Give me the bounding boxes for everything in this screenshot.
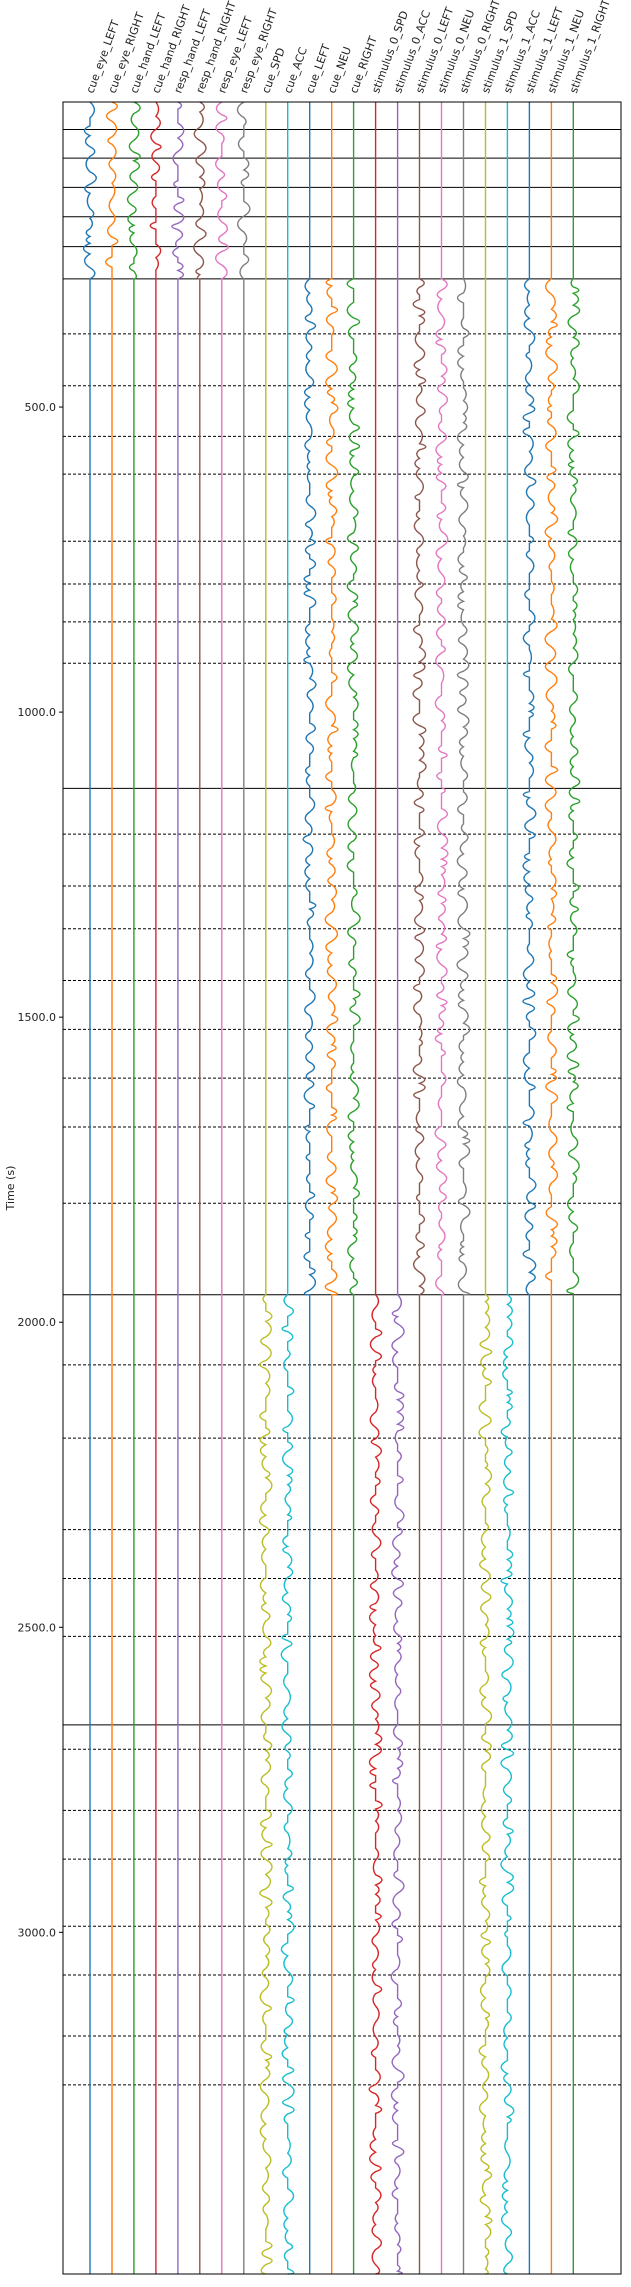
series-line-stimulus-0-spd (368, 102, 383, 2275)
series-line-cue-hand-left (126, 101, 141, 2274)
series-line-stimulus-0-right (456, 102, 471, 2274)
series-line-cue-eye-left (82, 101, 97, 2274)
series-lines (82, 101, 581, 2275)
series-line-stimulus-0-neu (434, 102, 449, 2274)
y-tick-label-5: 3000.0 (18, 1926, 57, 1939)
series-line-cue-acc (280, 102, 295, 2275)
series-line-resp-eye-left (214, 101, 229, 2274)
axes (62, 101, 622, 2275)
series-line-cue-hand-right (149, 101, 162, 2274)
y-tick-label-3: 2000.0 (18, 1316, 57, 1329)
series-labels: cue_eye_LEFTcue_eye_RIGHTcue_hand_LEFTcu… (84, 0, 613, 95)
series-line-stimulus-0-left (412, 102, 427, 2274)
y-tick-label-4: 2500.0 (18, 1621, 57, 1634)
series-line-stimulus-1-left (522, 102, 537, 2274)
series-line-stimulus-1-neu (544, 102, 559, 2274)
series-line-cue-eye-right (105, 101, 119, 2274)
series-line-resp-hand-left (171, 101, 185, 2274)
trial-boundaries (63, 101, 621, 2086)
series-line-stimulus-0-acc (390, 102, 405, 2275)
y-tick-label-0: 500.0 (25, 401, 57, 414)
y-axis-ticks: 500.0 1000.0 1500.0 2000.0 2500.0 3000.0 (18, 401, 63, 1939)
y-tick-label-2: 1500.0 (18, 1011, 57, 1024)
y-tick-label-1: 1000.0 (18, 706, 57, 719)
series-line-stimulus-1-acc (500, 102, 515, 2275)
series-line-stimulus-1-spd (478, 102, 493, 2275)
series-line-stimulus-1-right (566, 102, 581, 2274)
plot-frame (62, 101, 622, 2275)
series-line-cue-left (302, 102, 317, 2274)
y-axis-title: Time (s) (4, 1166, 17, 1212)
series-line-cue-neu (324, 102, 339, 2274)
series-line-resp-eye-right (236, 101, 251, 2274)
series-line-cue-spd (258, 102, 273, 2275)
series-line-cue-right (346, 102, 361, 2274)
series-line-resp-hand-right (193, 101, 207, 2274)
